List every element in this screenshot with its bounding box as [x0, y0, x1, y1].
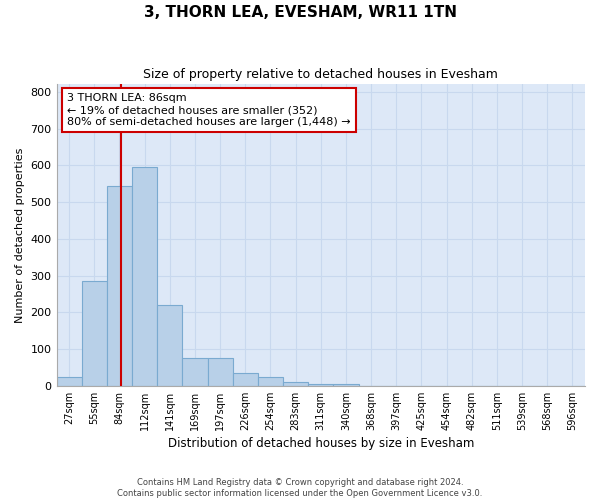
Bar — [107, 186, 132, 386]
X-axis label: Distribution of detached houses by size in Evesham: Distribution of detached houses by size … — [167, 437, 474, 450]
Bar — [157, 305, 182, 386]
Bar — [258, 376, 283, 386]
Text: 3, THORN LEA, EVESHAM, WR11 1TN: 3, THORN LEA, EVESHAM, WR11 1TN — [143, 5, 457, 20]
Bar — [233, 373, 258, 386]
Text: Contains HM Land Registry data © Crown copyright and database right 2024.
Contai: Contains HM Land Registry data © Crown c… — [118, 478, 482, 498]
Bar — [82, 281, 107, 386]
Bar — [56, 376, 82, 386]
Bar — [182, 358, 208, 386]
Text: 3 THORN LEA: 86sqm
← 19% of detached houses are smaller (352)
80% of semi-detach: 3 THORN LEA: 86sqm ← 19% of detached hou… — [67, 94, 351, 126]
Title: Size of property relative to detached houses in Evesham: Size of property relative to detached ho… — [143, 68, 498, 80]
Bar — [283, 382, 308, 386]
Bar — [132, 167, 157, 386]
Y-axis label: Number of detached properties: Number of detached properties — [15, 148, 25, 323]
Bar — [208, 358, 233, 386]
Bar — [308, 384, 334, 386]
Bar — [334, 384, 359, 386]
